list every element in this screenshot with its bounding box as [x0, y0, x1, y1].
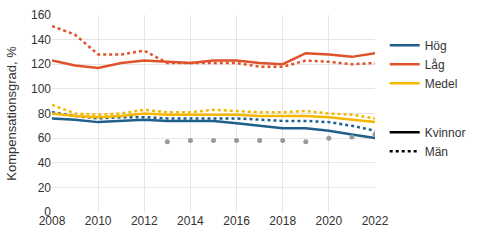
svg-text:2012: 2012 [131, 214, 158, 228]
svg-text:Kompensationsgrad, %: Kompensationsgrad, % [4, 46, 19, 181]
svg-text:80: 80 [38, 107, 52, 121]
svg-text:Låg: Låg [425, 58, 445, 72]
svg-text:2020: 2020 [316, 214, 343, 228]
svg-text:40: 40 [38, 156, 52, 170]
svg-text:2022: 2022 [362, 214, 389, 228]
svg-text:20: 20 [38, 181, 52, 195]
svg-text:2008: 2008 [39, 214, 66, 228]
svg-text:Medel: Medel [425, 77, 458, 91]
svg-text:0: 0 [44, 205, 51, 219]
svg-text:2018: 2018 [269, 214, 296, 228]
svg-text:2014: 2014 [177, 214, 204, 228]
svg-text:120: 120 [31, 57, 51, 71]
svg-text:140: 140 [31, 33, 51, 47]
svg-text:100: 100 [31, 82, 51, 96]
svg-text:Kvinnor: Kvinnor [425, 126, 466, 140]
svg-text:60: 60 [38, 131, 52, 145]
svg-text:160: 160 [31, 8, 51, 22]
svg-text:2010: 2010 [85, 214, 112, 228]
svg-text:2016: 2016 [223, 214, 250, 228]
svg-text:Män: Män [425, 145, 448, 159]
svg-text:Hög: Hög [425, 39, 447, 53]
